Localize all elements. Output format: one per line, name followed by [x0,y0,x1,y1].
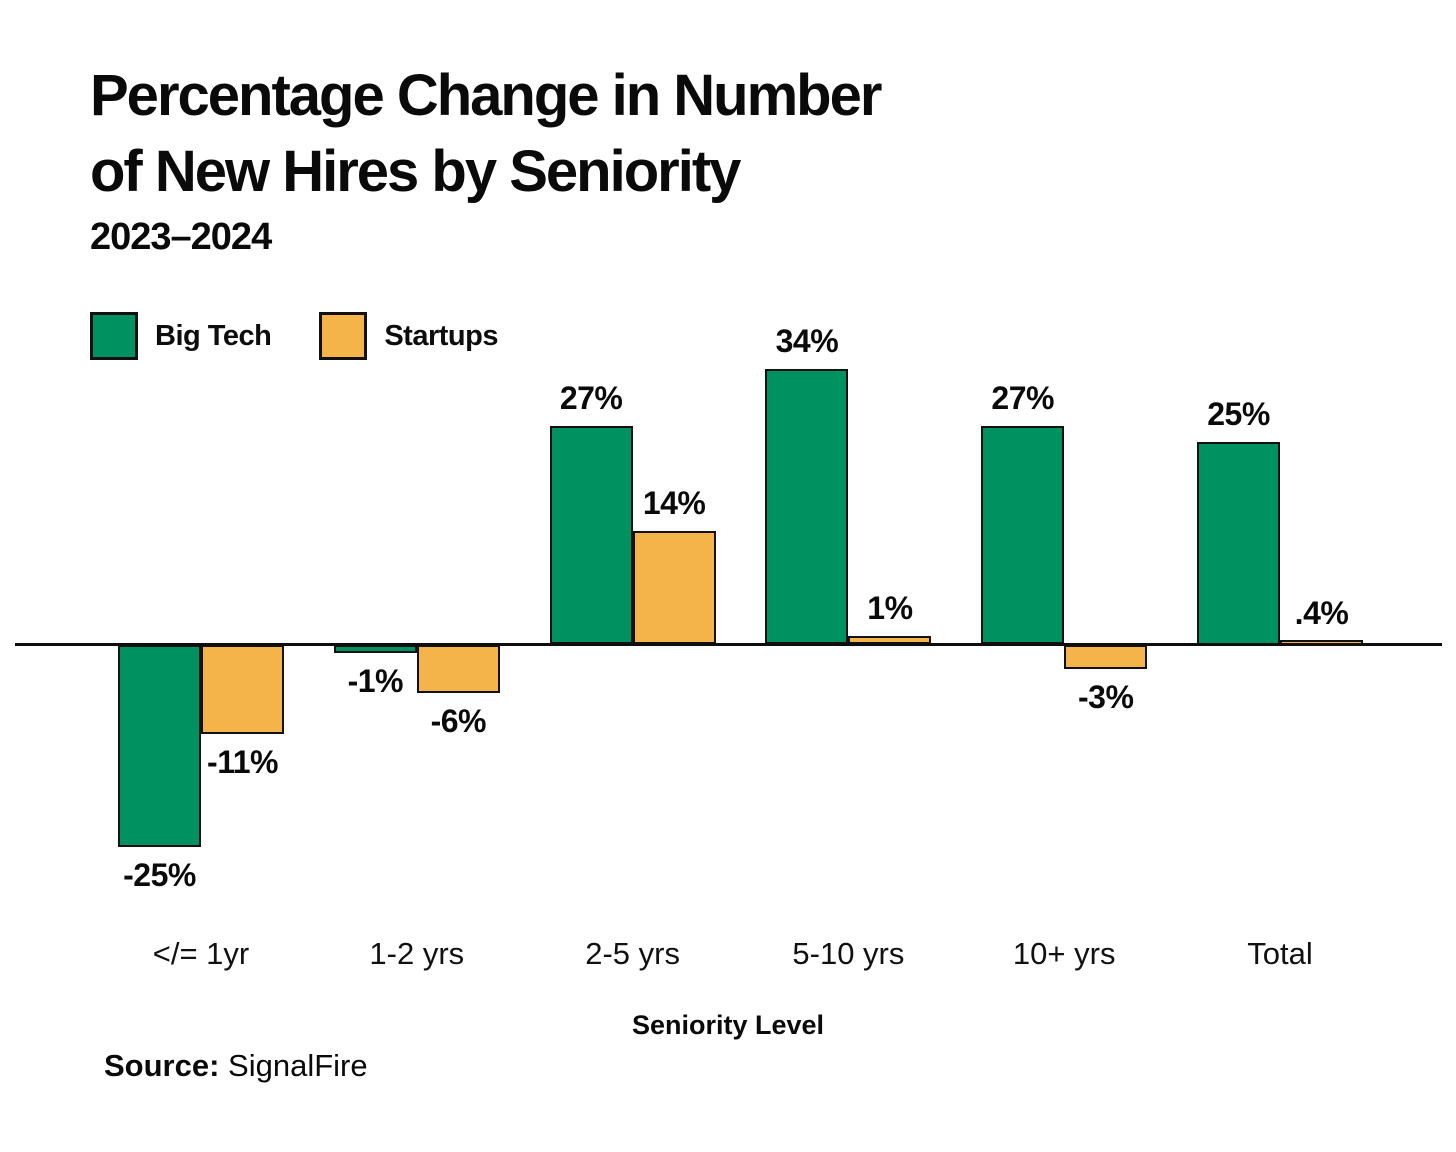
category-label-2-5-yrs: 2-5 yrs [585,936,680,971]
bar-big-tech-10-yrs [981,425,1065,645]
bar-big-tech-total [1197,442,1280,645]
category-label-1yr: </= 1yr [152,936,250,971]
value-label-big-tech-total: 25% [1207,396,1270,432]
category-label-1-2-yrs: 1-2 yrs [369,936,465,971]
source-name: SignalFire [219,1048,368,1083]
x-axis-title: Seniority Level [631,1010,825,1040]
legend: Big Tech Startups [90,312,498,360]
bar-startups-2-5-yrs [632,531,716,645]
category-label-total: Total [1247,936,1313,971]
legend-label-big-tech: Big Tech [155,319,272,352]
bar-big-tech-5-10-yrs [765,369,849,645]
legend-swatch-big-tech [90,312,138,360]
bar-big-tech-2-5-yrs [549,425,633,645]
chart-subtitle: 2023–2024 [90,216,272,258]
value-label-big-tech-2-5-yrs: 27% [559,379,623,416]
value-label-startups-5-10-yrs: 1% [867,590,913,627]
bar-big-tech-1yr [118,644,201,847]
value-label-big-tech-1-2-yrs: -1% [347,662,404,699]
legend-label-startups: Startups [384,319,498,352]
category-label-5-10-yrs: 5-10 yrs [792,936,905,971]
value-label-startups-total: .4% [1294,595,1349,632]
chart-title: Percentage Change in Number of New Hires… [90,58,882,210]
source-prefix: Source: [104,1048,220,1083]
legend-item-big-tech: Big Tech [90,312,272,360]
bar-startups-1-2-yrs [416,644,500,694]
value-label-startups-1-2-yrs: -6% [430,703,487,740]
chart-title-line1: Percentage Change in Number [90,63,882,128]
value-label-startups-1yr: -11% [207,743,278,780]
bar-startups-1yr [201,644,284,734]
category-label-10-yrs: 10+ yrs [1012,936,1116,971]
value-label-big-tech-1yr: -25% [123,857,196,893]
source-attribution: Source: SignalFire [104,1048,368,1084]
bar-startups-10-yrs [1064,644,1148,669]
legend-swatch-startups [319,312,368,360]
legend-item-startups: Startups [319,312,498,360]
value-label-startups-10-yrs: -3% [1077,678,1134,715]
chart-title-line2: of New Hires by Seniority [90,139,741,204]
value-label-startups-2-5-yrs: 14% [642,485,706,522]
value-label-big-tech-5-10-yrs: 34% [775,323,839,360]
value-label-big-tech-10-yrs: 27% [991,379,1054,416]
x-axis-line [15,643,1442,646]
